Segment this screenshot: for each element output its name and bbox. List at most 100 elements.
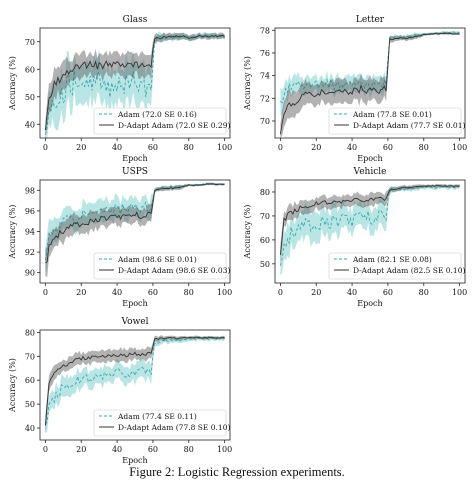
chart-panel-vowel: Vowel 0 20 40 60 80 100 40 50 60 70 80 Epoch Accuracy… xyxy=(8,317,232,465)
x-tick-label: 0 xyxy=(278,143,283,152)
y-tick-label: 90 xyxy=(25,269,35,278)
x-tick-label: 100 xyxy=(217,143,232,152)
chart-title: Glass xyxy=(123,15,148,25)
legend-box xyxy=(93,252,227,280)
series-line xyxy=(45,183,225,264)
series-band xyxy=(280,183,460,265)
x-tick-label: 60 xyxy=(383,143,393,152)
series-line xyxy=(279,185,460,255)
x-axis-label: Epoch xyxy=(357,154,382,163)
x-tick-label: 100 xyxy=(217,445,232,454)
chart-panel-letter: Letter 0 20 40 60 80 100 70 72 74 76 78 Epoch Accurac… xyxy=(243,15,467,163)
chart-legend: Adam (72.0 SE 0.16) D-Adapt Adam (72.0 SE… xyxy=(93,107,230,135)
y-tick-label: 74 xyxy=(260,72,270,81)
y-axis-label: Accuracy (%) xyxy=(243,56,252,111)
x-tick-label: 100 xyxy=(217,288,232,297)
legend-entry: D-Adapt Adam (72.0 SE 0.29) xyxy=(118,121,230,130)
legend-entry: Adam (98.6 SE 0.01) xyxy=(117,255,197,264)
legend-entry: Adam (77.8 SE 0.01) xyxy=(352,110,432,119)
x-tick-label: 80 xyxy=(419,288,429,297)
x-tick-label: 20 xyxy=(311,288,321,297)
legend-entry: D-Adapt Adam (82.5 SE 0.10) xyxy=(353,266,465,275)
x-tick-label: 0 xyxy=(43,143,48,152)
y-tick-label: 80 xyxy=(25,328,35,337)
y-tick-label: 70 xyxy=(25,38,35,47)
series-line xyxy=(44,183,225,261)
x-tick-label: 40 xyxy=(347,288,357,297)
x-tick-label: 100 xyxy=(452,288,467,297)
series-band xyxy=(45,32,225,138)
x-tick-label: 80 xyxy=(184,445,194,454)
plot-frame xyxy=(274,179,466,284)
y-tick-label: 72 xyxy=(260,94,270,103)
legend-box xyxy=(93,107,227,135)
x-tick-label: 20 xyxy=(311,143,321,152)
chart-title: Vowel xyxy=(121,317,149,327)
legend-entry: Adam (72.0 SE 0.16) xyxy=(117,110,197,119)
legend-entry: D-Adapt Adam (77.7 SE 0.01) xyxy=(353,121,465,130)
x-axis-label: Epoch xyxy=(122,456,147,465)
chart-panel-vehicle: Vehicle 0 20 40 60 80 100 50 60 70 80 Epoch Accuracy… xyxy=(243,167,467,308)
chart-title: Vehicle xyxy=(353,167,387,177)
y-tick-label: 98 xyxy=(25,186,35,195)
x-tick-label: 20 xyxy=(76,143,86,152)
chart-panel-glass: Glass 0 20 40 60 80 100 40 50 60 70 Epoch Accuracy (… xyxy=(8,15,232,163)
series-line xyxy=(44,336,225,426)
y-tick-label: 40 xyxy=(25,424,35,433)
y-tick-label: 94 xyxy=(25,228,35,237)
x-tick-label: 0 xyxy=(43,445,48,454)
chart-title: Letter xyxy=(356,15,385,25)
y-tick-label: 60 xyxy=(25,65,35,74)
x-tick-label: 100 xyxy=(452,143,467,152)
chart-legend: Adam (77.4 SE 0.11) D-Adapt Adam (77.8 SE… xyxy=(93,409,230,437)
x-axis-label: Epoch xyxy=(357,299,382,308)
y-tick-label: 50 xyxy=(25,93,35,102)
legend-entry: D-Adapt Adam (77.8 SE 0.10) xyxy=(118,423,230,432)
series-band xyxy=(45,336,225,433)
x-tick-label: 20 xyxy=(76,288,86,297)
legend-entry: D-Adapt Adam (98.6 SE 0.03) xyxy=(118,266,230,275)
y-tick-label: 78 xyxy=(260,26,270,35)
plot-frame xyxy=(39,27,231,139)
series-line xyxy=(279,32,460,135)
legend-box xyxy=(328,252,462,280)
x-tick-label: 0 xyxy=(43,288,48,297)
x-tick-label: 60 xyxy=(383,288,393,297)
chart-legend: Adam (82.1 SE 0.08) D-Adapt Adam (82.5 SE… xyxy=(328,252,465,280)
y-tick-label: 92 xyxy=(25,248,35,257)
y-tick-label: 70 xyxy=(260,212,270,221)
y-tick-label: 50 xyxy=(260,260,270,269)
figure-caption: Figure 2: Logistic Regression experiment… xyxy=(129,465,345,479)
plot-frame xyxy=(274,27,466,139)
y-tick-label: 40 xyxy=(25,120,35,129)
x-tick-label: 80 xyxy=(419,143,429,152)
x-tick-label: 40 xyxy=(112,288,122,297)
x-tick-label: 60 xyxy=(148,288,158,297)
y-tick-label: 96 xyxy=(25,207,35,216)
chart-title: USPS xyxy=(122,167,148,177)
x-tick-label: 40 xyxy=(112,445,122,454)
series-line xyxy=(44,34,225,131)
y-axis-label: Accuracy (%) xyxy=(243,205,252,260)
legend-box xyxy=(93,409,227,437)
x-tick-label: 80 xyxy=(184,288,194,297)
series-band xyxy=(280,31,460,138)
x-tick-label: 40 xyxy=(112,143,122,152)
chart-panel-usps: USPS 0 20 40 60 80 100 90 92 94 96 98 Epoch Accuracy … xyxy=(8,167,232,308)
plot-frame xyxy=(39,329,231,441)
y-tick-label: 70 xyxy=(25,352,35,361)
series-band xyxy=(280,183,460,276)
x-tick-label: 20 xyxy=(76,445,86,454)
chart-legend: Adam (98.6 SE 0.01) D-Adapt Adam (98.6 SE… xyxy=(93,252,230,280)
legend-entry: Adam (82.1 SE 0.08) xyxy=(352,255,432,264)
series-line xyxy=(280,31,460,104)
series-band xyxy=(45,182,225,274)
series-band xyxy=(45,182,225,277)
y-tick-label: 60 xyxy=(260,236,270,245)
legend-box xyxy=(328,107,462,135)
y-axis-label: Accuracy (%) xyxy=(8,358,17,413)
x-tick-label: 60 xyxy=(148,143,158,152)
series-band xyxy=(45,335,225,436)
x-axis-label: Epoch xyxy=(122,154,147,163)
